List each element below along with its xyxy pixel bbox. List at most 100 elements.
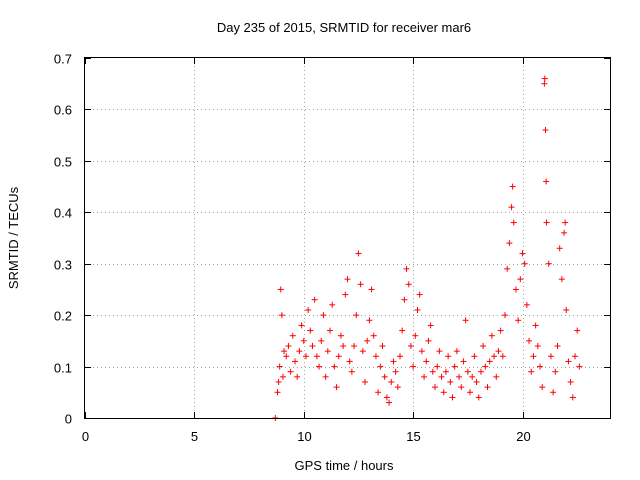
data-point xyxy=(359,348,366,355)
data-point xyxy=(399,327,406,334)
data-point xyxy=(541,75,548,82)
data-point xyxy=(515,317,522,324)
data-point xyxy=(491,353,498,360)
data-point xyxy=(335,353,342,360)
data-point xyxy=(311,296,318,303)
data-point xyxy=(368,286,375,293)
data-point xyxy=(574,327,581,334)
data-point xyxy=(453,348,460,355)
data-point xyxy=(475,394,482,401)
data-point xyxy=(554,343,561,349)
data-point xyxy=(539,384,546,391)
data-point xyxy=(508,204,515,211)
data-point xyxy=(300,337,307,344)
data-point xyxy=(543,178,550,185)
data-point xyxy=(556,245,563,252)
data-point xyxy=(438,373,445,380)
data-point xyxy=(456,373,463,380)
data-point xyxy=(526,337,533,344)
data-point xyxy=(302,353,309,360)
data-point xyxy=(283,353,290,360)
data-point xyxy=(394,384,401,391)
data-point xyxy=(274,389,281,396)
data-point xyxy=(410,363,417,370)
x-tick-label: 10 xyxy=(297,429,311,444)
data-point xyxy=(552,368,559,375)
data-point xyxy=(545,260,552,267)
data-point xyxy=(370,332,377,339)
data-point xyxy=(502,312,508,319)
data-point xyxy=(509,183,516,190)
data-point xyxy=(275,379,282,385)
data-point xyxy=(493,373,500,380)
data-point xyxy=(471,353,478,360)
data-point xyxy=(460,358,467,365)
data-point xyxy=(562,219,569,226)
data-point xyxy=(530,353,537,360)
y-tick-label: 0 xyxy=(65,412,72,427)
data-point xyxy=(276,363,283,370)
data-point xyxy=(279,373,286,380)
data-point xyxy=(386,399,393,406)
data-point xyxy=(298,322,305,329)
data-point xyxy=(480,343,487,349)
data-point xyxy=(486,358,493,365)
x-tick-label: 5 xyxy=(191,429,198,444)
data-point xyxy=(512,286,519,293)
x-tick-label: 15 xyxy=(406,429,420,444)
data-point xyxy=(348,368,355,375)
data-point xyxy=(372,353,379,360)
y-tick-label: 0.5 xyxy=(54,155,72,170)
data-point xyxy=(316,363,323,370)
data-point xyxy=(534,343,541,349)
data-point xyxy=(499,353,506,360)
data-point xyxy=(567,379,574,385)
data-point xyxy=(313,353,320,360)
data-point xyxy=(353,312,360,319)
data-point xyxy=(296,348,303,355)
data-point xyxy=(558,276,565,283)
data-point xyxy=(528,368,535,375)
data-point xyxy=(414,307,421,313)
data-point xyxy=(357,281,364,288)
data-point xyxy=(440,389,447,396)
data-point xyxy=(434,363,441,370)
data-point xyxy=(484,384,491,391)
data-point xyxy=(388,379,395,385)
data-point xyxy=(542,127,549,133)
data-point xyxy=(537,363,543,370)
data-point xyxy=(355,250,362,257)
data-point xyxy=(572,353,578,360)
data-point xyxy=(342,291,349,298)
data-point xyxy=(362,379,368,385)
grid-lines xyxy=(85,58,610,418)
data-point xyxy=(427,322,434,329)
data-point xyxy=(576,363,583,370)
data-point xyxy=(541,80,548,87)
data-point xyxy=(292,358,298,365)
data-point xyxy=(521,260,528,267)
data-point xyxy=(436,348,443,355)
data-point xyxy=(482,363,489,370)
data-point xyxy=(418,348,425,355)
data-point xyxy=(289,332,296,339)
data-point xyxy=(309,343,316,349)
data-point xyxy=(318,337,325,344)
data-point xyxy=(477,368,484,375)
data-point xyxy=(346,358,353,365)
data-point xyxy=(565,358,572,365)
plot-frame xyxy=(84,57,611,419)
data-point xyxy=(407,343,414,349)
data-point xyxy=(497,327,504,334)
data-point xyxy=(510,219,517,226)
data-point xyxy=(449,394,456,401)
y-tick-label: 0.3 xyxy=(54,258,72,273)
data-point xyxy=(563,307,570,313)
y-tick-label: 0.1 xyxy=(54,361,72,376)
data-point xyxy=(324,348,331,355)
data-point xyxy=(329,301,336,308)
data-point xyxy=(327,327,333,334)
data-point xyxy=(532,322,539,329)
data-point xyxy=(281,348,288,355)
